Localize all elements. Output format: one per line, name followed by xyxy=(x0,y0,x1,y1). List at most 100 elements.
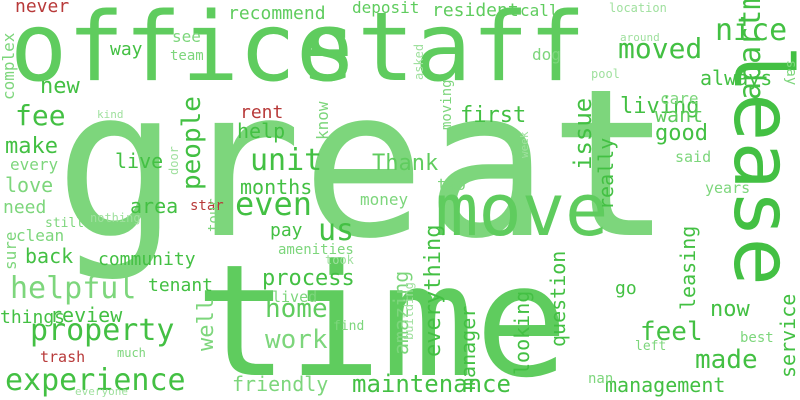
word-much: much xyxy=(117,346,146,360)
word-nothing: nothing xyxy=(90,211,141,225)
word-new: new xyxy=(40,74,80,99)
word-manager: manager xyxy=(456,306,480,390)
word-amazing: amazing xyxy=(389,271,413,355)
word-home: home xyxy=(265,294,328,324)
word-left: left xyxy=(635,339,666,354)
word-well: well xyxy=(194,298,219,351)
word-money: money xyxy=(360,190,409,209)
word-first: first xyxy=(460,103,526,128)
word-recommend: recommend xyxy=(228,3,326,24)
word-clean: clean xyxy=(16,226,64,245)
word-building: building xyxy=(402,282,416,340)
word-always: always xyxy=(700,66,772,90)
word-still: still xyxy=(45,216,84,231)
word-maintenance: maintenance xyxy=(352,370,511,398)
word-leasing: leasing xyxy=(676,226,700,310)
word-want: want xyxy=(655,103,703,127)
word-team: team xyxy=(170,48,204,64)
word-helpful: helpful xyxy=(10,271,136,306)
word-move: move xyxy=(435,168,608,252)
word-live: live xyxy=(115,149,163,173)
word-location: location xyxy=(609,1,667,15)
word-resident: resident xyxy=(432,0,519,21)
word-area: area xyxy=(130,194,178,218)
word-really: really xyxy=(594,138,618,210)
word-trash: trash xyxy=(40,348,85,366)
word-everyone: everyone xyxy=(75,385,128,398)
word-back: back xyxy=(25,244,73,268)
word-even: even xyxy=(235,185,312,223)
word-nan: nan xyxy=(588,371,613,387)
word-love: love xyxy=(5,173,53,197)
word-deposit: deposit xyxy=(352,0,419,17)
word-moving: moving xyxy=(439,79,455,130)
word-make: make xyxy=(5,134,58,159)
word-question: question xyxy=(546,251,570,347)
word-care: care xyxy=(660,89,699,108)
word-community: community xyxy=(98,249,196,270)
word-people: people xyxy=(177,96,207,190)
word-friendly: friendly xyxy=(232,372,328,396)
word-us: us xyxy=(318,213,354,248)
word-nice: nice xyxy=(715,13,787,48)
word-complex: complex xyxy=(0,32,18,100)
word-pay: pay xyxy=(270,220,303,241)
word-amenities: amenities xyxy=(278,242,354,258)
word-experience: experience xyxy=(5,363,186,398)
word-feel: feel xyxy=(640,317,703,347)
word-door: door xyxy=(167,146,181,175)
word-time: time xyxy=(195,231,568,400)
word-star: star xyxy=(190,198,224,214)
word-made: made xyxy=(695,345,758,375)
word-great: great xyxy=(55,46,672,284)
word-office: office xyxy=(10,0,353,103)
word-looking: looking xyxy=(510,291,534,375)
word-fee: fee xyxy=(15,99,66,132)
word-thank: Thank xyxy=(372,151,438,176)
word-now: now xyxy=(710,297,750,322)
word-service: service xyxy=(776,294,800,378)
word-sure: sure xyxy=(1,231,20,270)
word-work: work xyxy=(265,325,328,355)
word-way: way xyxy=(110,39,143,60)
word-pool: pool xyxy=(591,67,620,81)
word-go: go xyxy=(615,278,637,299)
word-lease: lease xyxy=(716,45,800,286)
word-week: week xyxy=(518,131,531,158)
word-two: two xyxy=(437,175,466,194)
word-apartments: apartments xyxy=(733,0,768,100)
word-call: call xyxy=(520,1,559,20)
word-moved: moved xyxy=(618,32,702,65)
word-took: took xyxy=(325,253,355,267)
word-years: years xyxy=(705,179,750,197)
word-say: say xyxy=(783,60,799,85)
word-staff: staff xyxy=(300,0,586,103)
word-property: property xyxy=(30,313,175,348)
word-never: never xyxy=(15,0,69,17)
word-issue: issue xyxy=(569,98,597,170)
word-tour: tour xyxy=(206,198,222,232)
word-kind: kind xyxy=(97,108,124,121)
word-living: living xyxy=(620,94,699,119)
word-every: every xyxy=(10,155,59,174)
word-need: need xyxy=(3,197,46,218)
word-review: review xyxy=(50,303,123,327)
word-months: months xyxy=(240,175,312,199)
word-see: see xyxy=(172,27,201,46)
word-everything: everything xyxy=(421,225,446,357)
word-best: best xyxy=(740,330,774,346)
word-help: help xyxy=(237,119,285,143)
word-good: good xyxy=(655,121,708,146)
word-unit: unit xyxy=(250,143,322,178)
word-asked: asked xyxy=(412,44,426,80)
word-rent: rent xyxy=(240,102,283,123)
word-said: said xyxy=(675,148,711,166)
word-management: management xyxy=(605,373,725,397)
word-around: around xyxy=(620,31,660,44)
word-dog: dog xyxy=(532,45,561,64)
word-find: find xyxy=(333,319,364,334)
word-know: know xyxy=(313,101,332,140)
word-tenant: tenant xyxy=(148,275,213,296)
